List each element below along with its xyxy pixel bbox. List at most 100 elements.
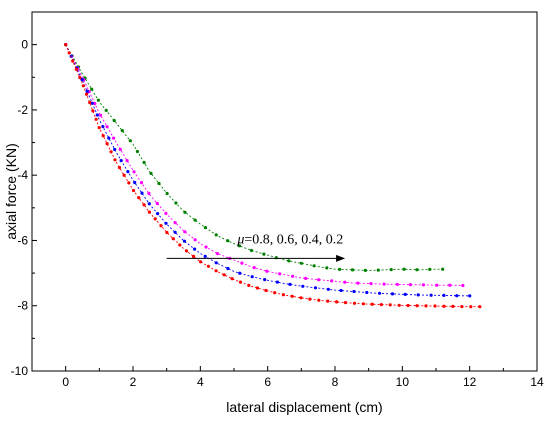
- series-1-point: [461, 283, 465, 288]
- series-0-point: [157, 181, 161, 186]
- series-3-point: [191, 254, 196, 258]
- series-3-point: [78, 75, 82, 80]
- series-1-point: [421, 283, 426, 287]
- series-2-point: [378, 291, 382, 295]
- series-3-point: [478, 305, 482, 309]
- series-1-point: [132, 170, 136, 174]
- series-1-point: [369, 282, 373, 286]
- series-0-point: [389, 268, 393, 272]
- series-layer: [64, 43, 482, 309]
- series-2-point: [301, 284, 305, 288]
- series-1-point: [155, 201, 159, 206]
- series-3-point: [290, 294, 294, 298]
- series-2-point: [288, 282, 292, 286]
- series-1-point: [105, 125, 109, 129]
- series-2-point: [455, 294, 459, 298]
- series-2-point: [133, 180, 137, 185]
- y-tick-label: -2: [17, 103, 28, 117]
- series-0-point: [174, 201, 178, 205]
- series-3-point: [388, 303, 392, 307]
- series-1-point: [435, 283, 439, 287]
- series-2-point: [147, 202, 151, 206]
- series-1-point: [164, 211, 168, 215]
- series-3-point: [361, 302, 365, 306]
- series-3-point: [370, 302, 374, 306]
- series-2-point: [203, 254, 207, 258]
- series-3-point: [67, 51, 71, 55]
- x-axis-title: lateral displacement (cm): [226, 399, 382, 415]
- series-2-point: [416, 293, 420, 297]
- series-3-point: [153, 217, 157, 221]
- y-tick-label: -8: [17, 299, 28, 313]
- series-1-point: [304, 276, 308, 280]
- series-0-point: [287, 259, 291, 263]
- series-3-point: [137, 196, 141, 200]
- series-2-point: [193, 247, 197, 251]
- y-tick-label: -4: [17, 168, 28, 182]
- x-tick-label: 12: [463, 375, 477, 389]
- series-3-point: [101, 134, 105, 138]
- series-1-point: [448, 283, 452, 287]
- series-0-point: [112, 118, 116, 123]
- series-1-point: [193, 238, 197, 242]
- series-2-point: [164, 221, 168, 225]
- series-3-point: [352, 301, 357, 305]
- series-1-point: [139, 181, 144, 185]
- series-2-point: [90, 101, 94, 105]
- series-2-point: [95, 113, 99, 117]
- series-3-point: [424, 304, 428, 308]
- series-3-point: [171, 237, 175, 241]
- series-0-point: [149, 171, 153, 175]
- series-1-point: [118, 147, 122, 151]
- series-2-point: [113, 147, 117, 152]
- series-3-point: [469, 305, 473, 309]
- series-0-point: [262, 252, 266, 256]
- series-3-point: [97, 126, 101, 130]
- series-3-point: [451, 304, 455, 308]
- series-3-point: [222, 273, 226, 277]
- series-1-point: [240, 261, 244, 265]
- series-3-point: [326, 299, 330, 303]
- series-2-point: [182, 239, 187, 243]
- series-3-point: [343, 301, 348, 305]
- series-3-point: [273, 291, 277, 295]
- series-1-point: [408, 283, 412, 287]
- series-2-point: [119, 159, 123, 163]
- series-1-point: [98, 113, 103, 117]
- series-2: [64, 43, 472, 298]
- series-0-point: [96, 98, 100, 102]
- series-2-point: [468, 294, 472, 298]
- series-1-point: [265, 269, 269, 273]
- series-3-point: [142, 203, 146, 207]
- series-3-point: [81, 84, 85, 88]
- series-3-point: [165, 230, 169, 235]
- series-3-point: [127, 181, 131, 185]
- series-1-point: [278, 272, 282, 276]
- series-3-point: [88, 100, 92, 105]
- series-0-point: [376, 268, 380, 272]
- series-3-point: [230, 277, 234, 281]
- series-0-point: [128, 139, 132, 143]
- series-0-point: [249, 248, 254, 253]
- series-3-point: [84, 92, 89, 96]
- series-3-point: [105, 142, 109, 146]
- series-3-point: [238, 280, 243, 284]
- series-1-point: [215, 252, 219, 256]
- x-tick-label: 6: [264, 375, 271, 389]
- series-0-point: [312, 264, 316, 268]
- series-2-point: [442, 293, 446, 297]
- series-2-point: [275, 280, 279, 284]
- series-3-point: [397, 303, 401, 307]
- series-3-point: [433, 304, 437, 308]
- series-3-point: [335, 300, 339, 304]
- series-3-point: [159, 224, 163, 228]
- series-2-point: [263, 278, 267, 282]
- series-3-point: [113, 158, 117, 162]
- series-0-point: [214, 233, 218, 237]
- x-tick-label: 8: [332, 375, 339, 389]
- series-2-point: [80, 78, 84, 82]
- series-0-point: [203, 226, 208, 230]
- series-3-point: [299, 296, 303, 300]
- series-2-point: [140, 191, 144, 195]
- series-1-point: [173, 221, 177, 225]
